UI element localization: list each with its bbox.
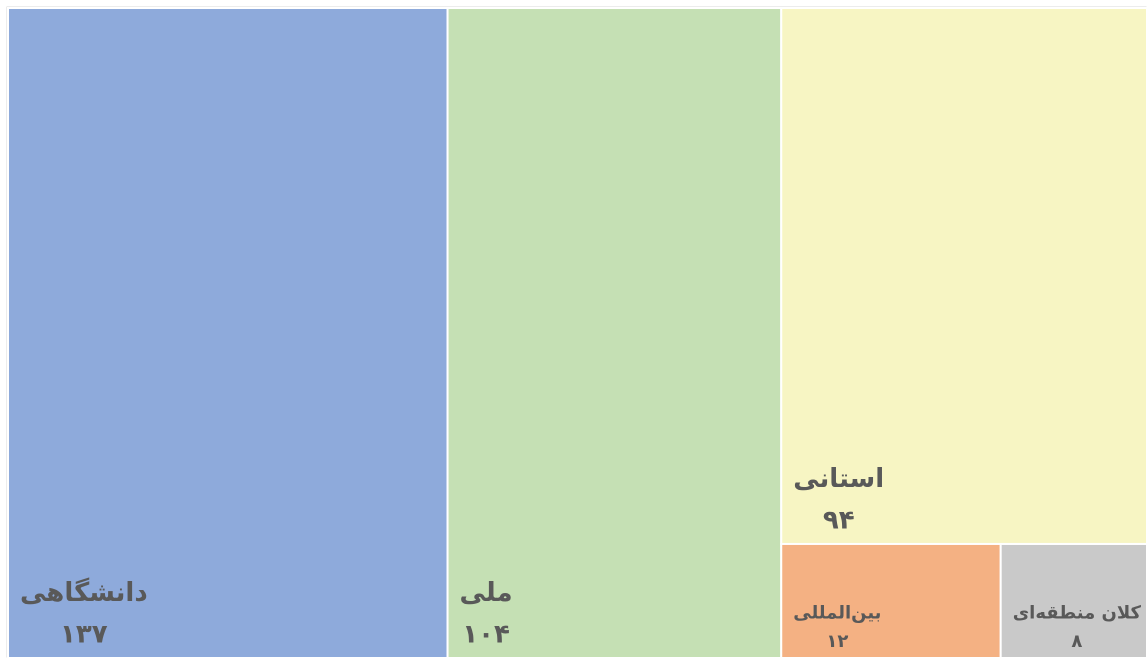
treemap-cell <box>446 7 783 658</box>
cell-value: ۸ <box>1071 631 1082 652</box>
cell-value: ۱۳۷ <box>60 619 108 649</box>
cell-value: ۱۲ <box>826 631 848 652</box>
cell-value: ۹۴ <box>823 505 855 535</box>
cell-label: دانشگاهی <box>20 577 148 608</box>
cell-value: ۱۰۴ <box>462 619 510 649</box>
treemap-cell <box>780 542 1002 658</box>
treemap-cell <box>7 7 449 658</box>
treemap-cell <box>999 542 1147 658</box>
cell-label: استانی <box>793 464 884 494</box>
cell-label: بین‌المللی <box>793 602 881 623</box>
cell-label: ملی <box>460 578 513 608</box>
cell-label: کلان منطقه‌ای <box>1013 602 1142 623</box>
